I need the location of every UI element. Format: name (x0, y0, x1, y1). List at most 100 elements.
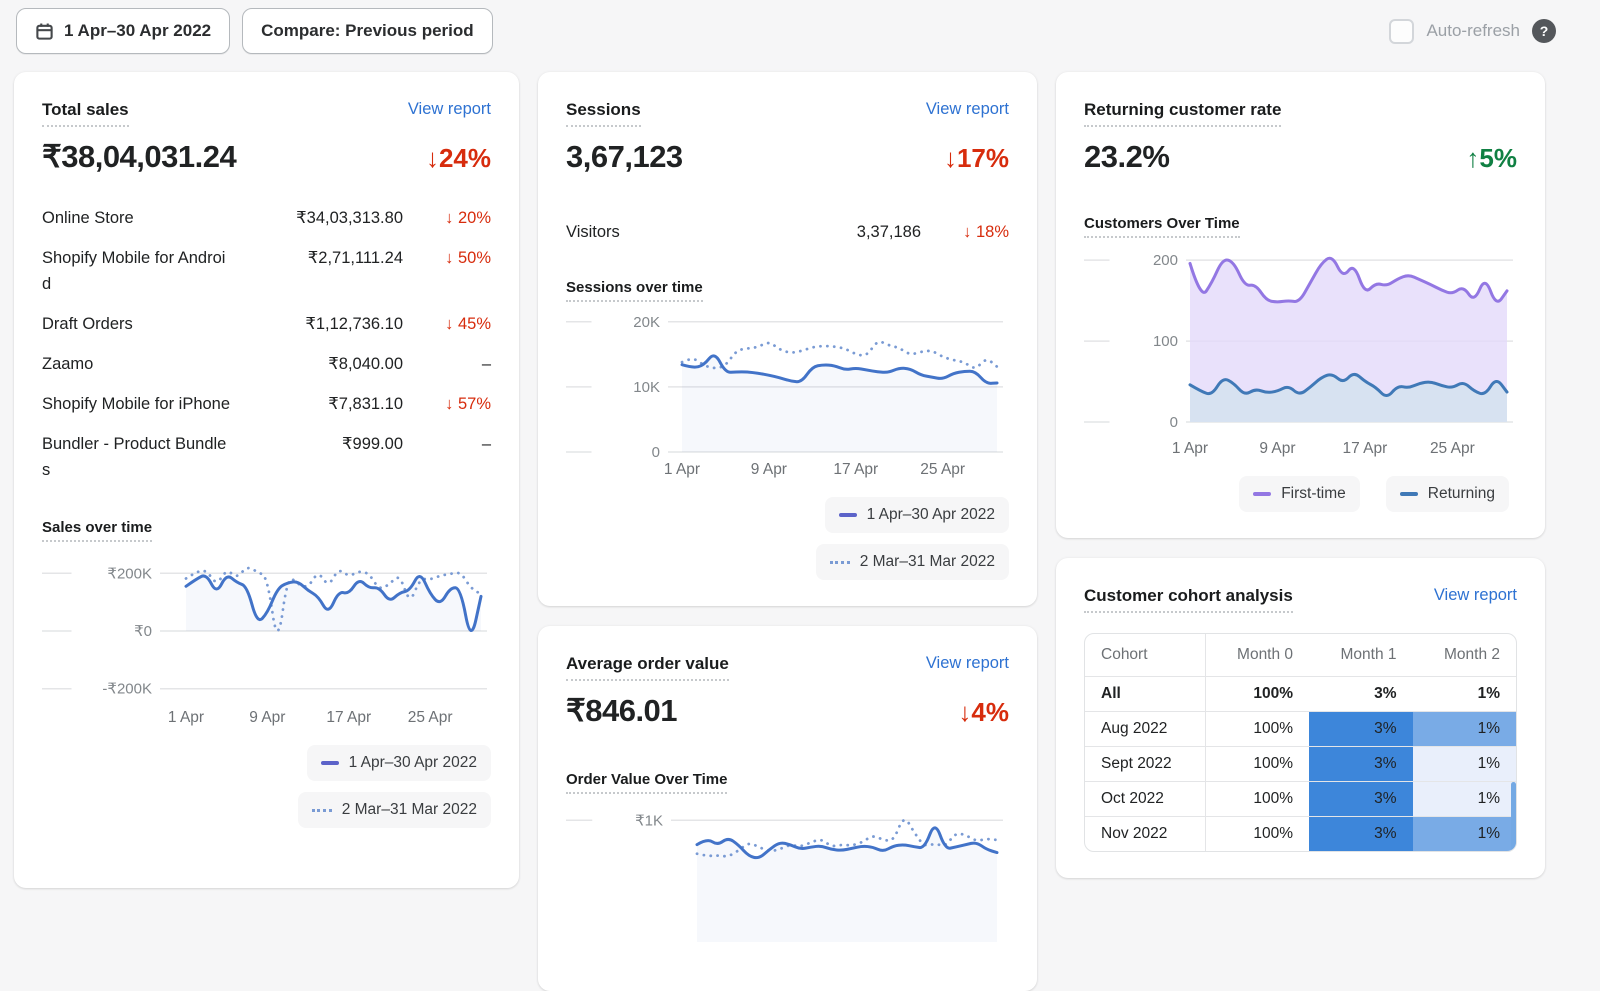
sessions-value: 3,67,123 (566, 139, 683, 174)
dotted-line-swatch (829, 560, 850, 564)
cohort-value-cell: 3% (1309, 676, 1413, 712)
svg-text:1 Apr: 1 Apr (664, 461, 700, 478)
breakdown-row: Bundler - Product Bundles ₹999.00 – (42, 431, 491, 483)
cohort-column-header: Month 2 (1412, 634, 1516, 677)
cohort-value-cell: 100% (1205, 781, 1310, 817)
customers-over-time-title[interactable]: Customers Over Time (1084, 215, 1240, 238)
sales-over-time-title[interactable]: Sales over time (42, 519, 153, 542)
svg-text:25 Apr: 25 Apr (920, 461, 965, 478)
breakdown-delta: – (481, 435, 491, 453)
breakdown-delta: ↓ 50% (445, 249, 491, 267)
breakdown-label: Shopify Mobile for Android (42, 249, 226, 293)
customers-chart-legend: First-time Returning (1084, 476, 1509, 512)
svg-text:25 Apr: 25 Apr (1430, 440, 1475, 457)
cohort-scroll-indicator[interactable] (1511, 782, 1516, 851)
returning-rate-title[interactable]: Returning customer rate (1084, 100, 1282, 127)
svg-text:20K: 20K (633, 314, 660, 331)
legend-label: 1 Apr–30 Apr 2022 (866, 506, 995, 523)
cohort-value-cell: 1% (1412, 816, 1516, 851)
legend-label: 2 Mar–31 Mar 2022 (341, 801, 477, 818)
visitors-value: 3,37,186 (856, 223, 921, 241)
cohort-row: Aug 2022 100% 3% 1% (1085, 711, 1516, 747)
svg-text:10K: 10K (633, 379, 660, 396)
order-value-over-time-title[interactable]: Order Value Over Time (566, 771, 728, 794)
auto-refresh-checkbox[interactable] (1389, 18, 1415, 44)
svg-text:0: 0 (652, 444, 660, 461)
aov-view-report-link[interactable]: View report (925, 654, 1009, 672)
cohort-name-cell: All (1085, 676, 1206, 712)
average-order-value-card: Average order value View report ₹846.01 … (538, 626, 1037, 991)
svg-text:200: 200 (1153, 252, 1178, 269)
breakdown-label: Online Store (42, 209, 134, 227)
compare-label: Compare: Previous period (261, 21, 474, 40)
date-range-button[interactable]: 1 Apr–30 Apr 2022 (16, 8, 231, 54)
sessions-view-report-link[interactable]: View report (925, 100, 1009, 118)
legend-item: First-time (1239, 476, 1360, 512)
breakdown-label: Zaamo (42, 355, 94, 373)
breakdown-label: Draft Orders (42, 315, 133, 333)
breakdown-label: Bundler - Product Bundles (42, 435, 227, 479)
svg-text:9 Apr: 9 Apr (249, 709, 285, 726)
legend-label: 2 Mar–31 Mar 2022 (859, 553, 995, 570)
cohort-value-cell: 3% (1309, 711, 1413, 747)
cohort-name-cell: Aug 2022 (1085, 711, 1206, 747)
cohort-column-header: Month 1 (1309, 634, 1413, 677)
returning-customer-rate-card: Returning customer rate 23.2% ↑5% Custom… (1056, 72, 1545, 538)
svg-text:₹200K: ₹200K (107, 565, 152, 582)
cohort-name-cell: Oct 2022 (1085, 781, 1206, 817)
legend-item: 2 Mar–31 Mar 2022 (815, 544, 1009, 580)
total-sales-title[interactable]: Total sales (42, 100, 129, 127)
legend-item: 1 Apr–30 Apr 2022 (824, 497, 1009, 533)
cohort-name-cell: Nov 2022 (1085, 816, 1206, 851)
sessions-chart-legend: 1 Apr–30 Apr 2022 2 Mar–31 Mar 2022 (566, 497, 1009, 580)
breakdown-delta: ↓ 57% (445, 395, 491, 413)
legend-label: Returning (1427, 485, 1495, 502)
breakdown-label: Shopify Mobile for iPhone (42, 395, 231, 413)
sessions-over-time-title[interactable]: Sessions over time (566, 279, 703, 302)
svg-text:₹1K: ₹1K (635, 812, 663, 829)
breakdown-delta: ↓ 20% (445, 209, 491, 227)
cohort-value-cell: 1% (1412, 711, 1516, 747)
cohort-value-cell: 3% (1309, 746, 1413, 782)
cohort-table: Cohort Month 0 Month 1 Month 2 All 100% 3% 1% A… (1084, 633, 1517, 852)
solid-line-swatch (1253, 492, 1272, 496)
breakdown-row: Shopify Mobile for iPhone ₹7,831.10 ↓ 57% (42, 391, 491, 417)
total-sales-delta: ↓24% (425, 143, 491, 173)
cohort-name-cell: Sept 2022 (1085, 746, 1206, 782)
cohort-row: Sept 2022 100% 3% 1% (1085, 746, 1516, 782)
cohort-row: Oct 2022 100% 3% 1% (1085, 781, 1516, 817)
total-sales-card: Total sales View report ₹38,04,031.24 ↓2… (14, 72, 519, 888)
legend-label: First-time (1281, 485, 1346, 502)
sales-over-time-chart: ₹200K ₹0 -₹200K 1 Apr 9 Apr 17 Apr 25 Apr (42, 548, 491, 733)
svg-text:1 Apr: 1 Apr (1172, 440, 1208, 457)
svg-text:-₹200K: -₹200K (102, 681, 152, 698)
sales-chart-legend: 1 Apr–30 Apr 2022 2 Mar–31 Mar 2022 (42, 745, 491, 828)
sessions-over-time-chart: 20K 10K 0 1 Apr 9 Apr 17 Apr 25 Apr (566, 308, 1009, 485)
cohort-view-report-link[interactable]: View report (1433, 586, 1517, 604)
breakdown-delta: ↓ 45% (445, 315, 491, 333)
sessions-title[interactable]: Sessions (566, 100, 641, 127)
visitors-label: Visitors (566, 223, 620, 241)
visitors-row: Visitors 3,37,186 ↓ 18% (566, 219, 1009, 245)
topbar: 1 Apr–30 Apr 2022 Compare: Previous peri… (0, 0, 1600, 60)
svg-text:17 Apr: 17 Apr (326, 709, 371, 726)
svg-text:0: 0 (1170, 414, 1178, 431)
cohort-value-cell: 3% (1309, 781, 1413, 817)
total-sales-view-report-link[interactable]: View report (407, 100, 491, 118)
help-icon[interactable]: ? (1532, 19, 1556, 43)
aov-title[interactable]: Average order value (566, 654, 729, 681)
cohort-value-cell: 100% (1205, 711, 1310, 747)
svg-text:9 Apr: 9 Apr (1259, 440, 1295, 457)
compare-button[interactable]: Compare: Previous period (242, 8, 493, 54)
cohort-title[interactable]: Customer cohort analysis (1084, 586, 1293, 613)
cohort-row: Nov 2022 100% 3% 1% (1085, 816, 1516, 851)
auto-refresh-label: Auto-refresh (1426, 21, 1520, 40)
solid-line-swatch (1399, 492, 1418, 496)
date-range-label: 1 Apr–30 Apr 2022 (64, 21, 212, 40)
calendar-icon (35, 22, 54, 41)
legend-item: Returning (1385, 476, 1509, 512)
dotted-line-swatch (311, 808, 332, 812)
cohort-value-cell: 3% (1309, 816, 1413, 851)
cohort-value-cell: 1% (1412, 676, 1516, 712)
cohort-value-cell: 100% (1205, 676, 1310, 712)
